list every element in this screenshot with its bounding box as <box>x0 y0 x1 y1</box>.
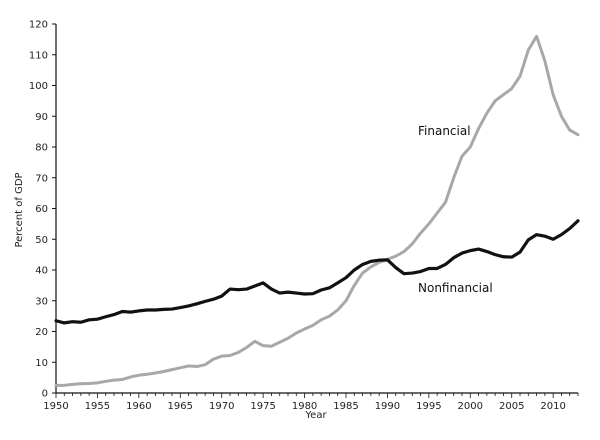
series-label-financial: Financial <box>418 124 471 138</box>
x-tick-label: 2000 <box>458 401 483 412</box>
series-line-financial <box>54 34 580 387</box>
y-axis-ticks: 0 10 20 30 40 50 60 70 80 90 100 110 120 <box>29 20 56 400</box>
x-tick-label: 1950 <box>43 401 68 412</box>
y-tick-label: 70 <box>35 173 48 184</box>
series-label-nonfinancial: Nonfinancial <box>418 281 493 295</box>
y-tick-label: 50 <box>35 235 48 246</box>
x-tick-label: 1960 <box>126 401 151 412</box>
y-tick-label: 100 <box>29 81 48 92</box>
y-tick-label: 10 <box>35 358 48 369</box>
y-tick-label: 0 <box>42 389 48 400</box>
y-tick-label: 60 <box>35 204 48 215</box>
x-tick-label: 1995 <box>416 401 441 412</box>
x-tick-label: 1990 <box>375 401 400 412</box>
x-tick-label: 1980 <box>292 401 317 412</box>
x-tick-label: 1970 <box>209 401 234 412</box>
y-axis-label: Percent of GDP <box>14 172 25 247</box>
x-axis-ticks: 1950 1955 1960 1965 1970 1975 1980 1985 1990 1995… <box>43 393 579 412</box>
y-tick-label: 80 <box>35 143 48 154</box>
y-tick-label: 40 <box>35 266 48 277</box>
x-tick-label: 2005 <box>499 401 524 412</box>
series-line-nonfinancial <box>54 219 580 325</box>
y-tick-label: 30 <box>35 296 48 307</box>
x-axis-label: Year <box>304 410 327 421</box>
y-tick-label: 120 <box>29 20 48 31</box>
x-tick-label: 1955 <box>85 401 110 412</box>
x-tick-label: 2010 <box>540 401 565 412</box>
y-tick-label: 20 <box>35 327 48 338</box>
x-tick-label: 1975 <box>250 401 275 412</box>
series-layer <box>54 34 580 387</box>
y-tick-label: 110 <box>29 50 48 61</box>
x-tick-label: 1985 <box>333 401 358 412</box>
x-tick-label: 1965 <box>168 401 193 412</box>
y-tick-label: 90 <box>35 112 48 123</box>
